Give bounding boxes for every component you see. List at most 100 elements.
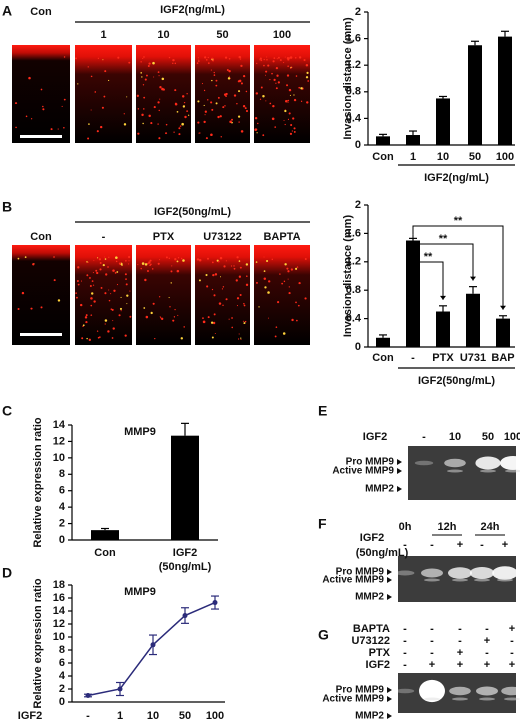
cell-dot — [143, 96, 146, 99]
cell-dot — [188, 114, 190, 116]
cell-dot — [294, 57, 297, 59]
cell-dot — [297, 304, 300, 307]
cell-dot — [111, 308, 114, 311]
cell-dot — [165, 132, 168, 135]
cell-dot — [174, 89, 177, 92]
lane-sign: + — [429, 659, 435, 671]
cell-dot — [103, 95, 106, 98]
x-tick-label: 50 — [469, 151, 481, 163]
cell-dot — [176, 110, 179, 113]
cell-dot — [158, 109, 160, 112]
cell-dot — [228, 318, 230, 320]
cell-dot — [112, 327, 115, 330]
cell-dot — [161, 77, 165, 81]
cell-dot — [236, 305, 238, 307]
cell-dot — [263, 256, 265, 258]
micrograph-label: Con — [30, 231, 52, 243]
micrograph-label: - — [102, 231, 106, 243]
cell-dot — [111, 337, 114, 339]
cell-dot — [148, 62, 151, 65]
gel-band — [475, 456, 501, 470]
band-label: Active MMP9 — [322, 575, 384, 586]
bar — [406, 135, 420, 145]
cell-dot — [307, 80, 310, 82]
y-tick-label: 0.4 — [346, 313, 362, 325]
x-tick-label: 50 — [179, 710, 191, 722]
cell-dot — [238, 260, 241, 262]
cell-dot — [245, 263, 249, 266]
data-point — [182, 613, 188, 619]
cell-dot — [88, 338, 92, 341]
gel-band — [447, 469, 463, 473]
lane-sign: - — [403, 647, 407, 659]
cell-dot — [236, 297, 240, 300]
cell-dot — [107, 266, 109, 268]
cell-dot — [159, 316, 161, 318]
time-label: 0h — [399, 521, 412, 533]
cell-dot — [140, 267, 142, 270]
cell-dot — [202, 317, 204, 320]
y-axis-label: Invasion distance (mm) — [342, 215, 354, 338]
cell-dot — [267, 317, 269, 319]
cell-dot — [196, 62, 199, 65]
cell-dot — [169, 306, 171, 308]
cell-dot — [82, 324, 85, 327]
band-label: Pro MMP9 — [336, 567, 385, 578]
x-tick-label: - — [86, 710, 90, 722]
cell-dot — [217, 260, 220, 263]
gel-band — [424, 578, 440, 582]
bar — [171, 435, 199, 540]
cell-dot — [24, 256, 27, 259]
cell-dot — [211, 261, 214, 264]
x-tick-label: - — [411, 352, 415, 364]
cell-dot — [128, 61, 131, 64]
cell-dot — [283, 61, 285, 64]
cell-dot — [240, 338, 242, 340]
micrograph — [195, 45, 250, 143]
cell-dot — [259, 57, 261, 60]
x-tick-label: PTX — [432, 352, 454, 364]
bar — [498, 36, 512, 146]
cell-dot — [255, 92, 259, 95]
cell-dot — [242, 74, 246, 78]
cell-dot — [137, 263, 139, 266]
cell-dot — [197, 121, 200, 124]
x-tick-label: 100 — [206, 710, 224, 722]
cell-dot — [104, 319, 108, 322]
cell-dot — [77, 83, 79, 85]
y-tick-label: 16 — [53, 592, 65, 604]
cell-dot — [290, 66, 292, 69]
lane-sign: - — [510, 635, 514, 647]
cell-dot — [202, 320, 206, 324]
data-point — [150, 642, 156, 648]
lane-sign: + — [457, 539, 463, 551]
gel-band — [424, 697, 440, 701]
scale-bar — [20, 333, 62, 336]
cell-dot — [211, 288, 214, 291]
cell-dot — [277, 81, 280, 84]
cell-dot — [148, 261, 151, 264]
cell-dot — [178, 127, 181, 130]
cell-dot — [211, 108, 214, 111]
bar — [496, 318, 510, 347]
band-pointer — [397, 486, 402, 492]
cell-dot — [275, 67, 279, 70]
cell-dot — [157, 101, 160, 104]
micrograph-group-label: IGF2(50ng/mL) — [154, 206, 231, 218]
cell-dot — [104, 256, 106, 258]
cell-dot — [40, 88, 43, 91]
cell-dot — [281, 282, 284, 285]
treatment-label: PTX — [369, 647, 391, 659]
cell-dot — [137, 108, 140, 110]
cell-dot — [108, 299, 111, 302]
cell-dot — [90, 297, 93, 300]
gel-band — [497, 578, 513, 582]
gel-band — [492, 566, 518, 580]
y-tick-label: 14 — [53, 605, 66, 617]
cell-dot — [57, 299, 61, 302]
cell-dot — [141, 113, 144, 117]
cell-dot — [217, 115, 220, 119]
cell-dot — [77, 266, 80, 269]
cell-dot — [120, 310, 122, 312]
cell-dot — [88, 123, 90, 125]
